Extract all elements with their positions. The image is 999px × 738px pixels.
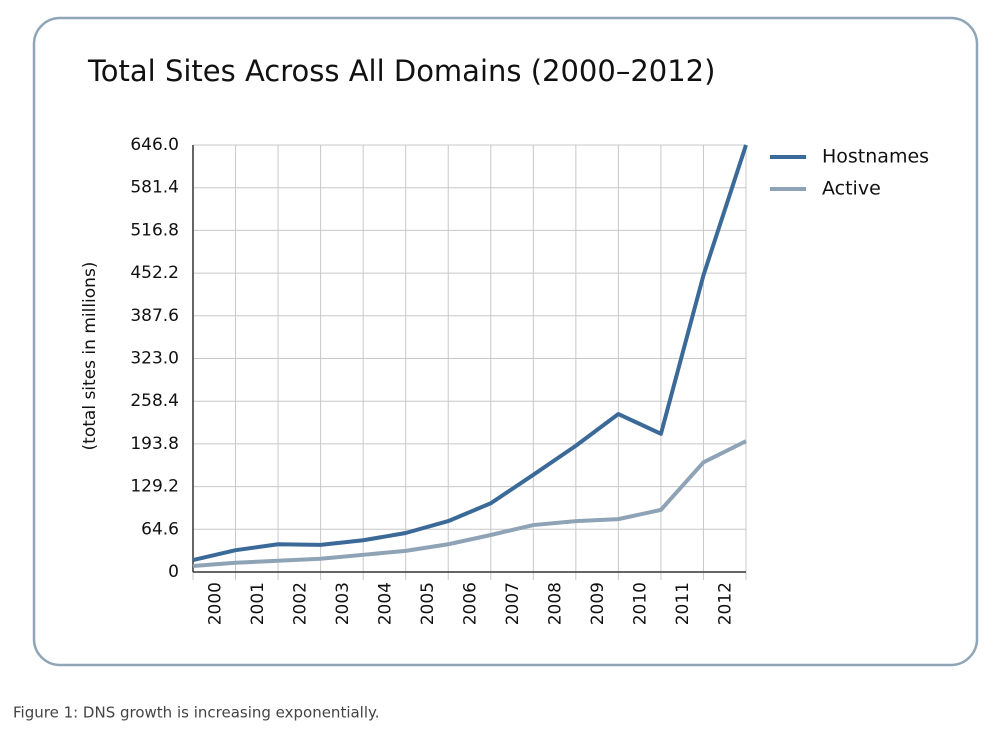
x-tick-label: 2001 (248, 582, 268, 625)
x-tick-label: 2005 (418, 582, 438, 625)
x-tick-label: 2002 (290, 582, 310, 625)
caption: Figure 1: DNS growth is increasing expon… (13, 704, 380, 722)
y-tick-label: 387.6 (130, 306, 179, 326)
x-tick-label: 2012 (716, 582, 736, 625)
y-tick-label: 129.2 (130, 477, 179, 497)
y-tick-label: 581.4 (130, 178, 179, 198)
x-tick-label: 2009 (588, 582, 608, 625)
y-tick-label: 193.8 (130, 434, 179, 454)
y-tick-label: 646.0 (130, 135, 179, 155)
y-tick-label: 0 (168, 562, 179, 582)
chart-title: Total Sites Across All Domains (2000–201… (87, 54, 715, 88)
x-tick-label: 2011 (673, 582, 693, 625)
chart-frame (32, 16, 979, 667)
x-tick-label: 2008 (546, 582, 566, 625)
x-tick-label: 2006 (461, 582, 481, 625)
x-tick-label: 2004 (375, 582, 395, 625)
legend-label: Active (822, 178, 881, 200)
x-tick-label: 2000 (205, 582, 225, 625)
y-axis-label: (total sites in millions) (80, 262, 100, 451)
x-tick-label: 2007 (503, 582, 523, 625)
y-tick-label: 64.6 (141, 519, 179, 539)
x-tick-label: 2010 (631, 582, 651, 625)
y-tick-label: 516.8 (130, 220, 179, 240)
y-tick-label: 452.2 (130, 263, 179, 283)
series-line (192, 144, 748, 563)
y-tick-label: 323.0 (130, 349, 179, 369)
series-line (192, 439, 747, 569)
y-tick-label: 258.4 (130, 391, 179, 411)
x-tick-label: 2003 (333, 582, 353, 625)
legend-label: Hostnames (822, 146, 929, 168)
